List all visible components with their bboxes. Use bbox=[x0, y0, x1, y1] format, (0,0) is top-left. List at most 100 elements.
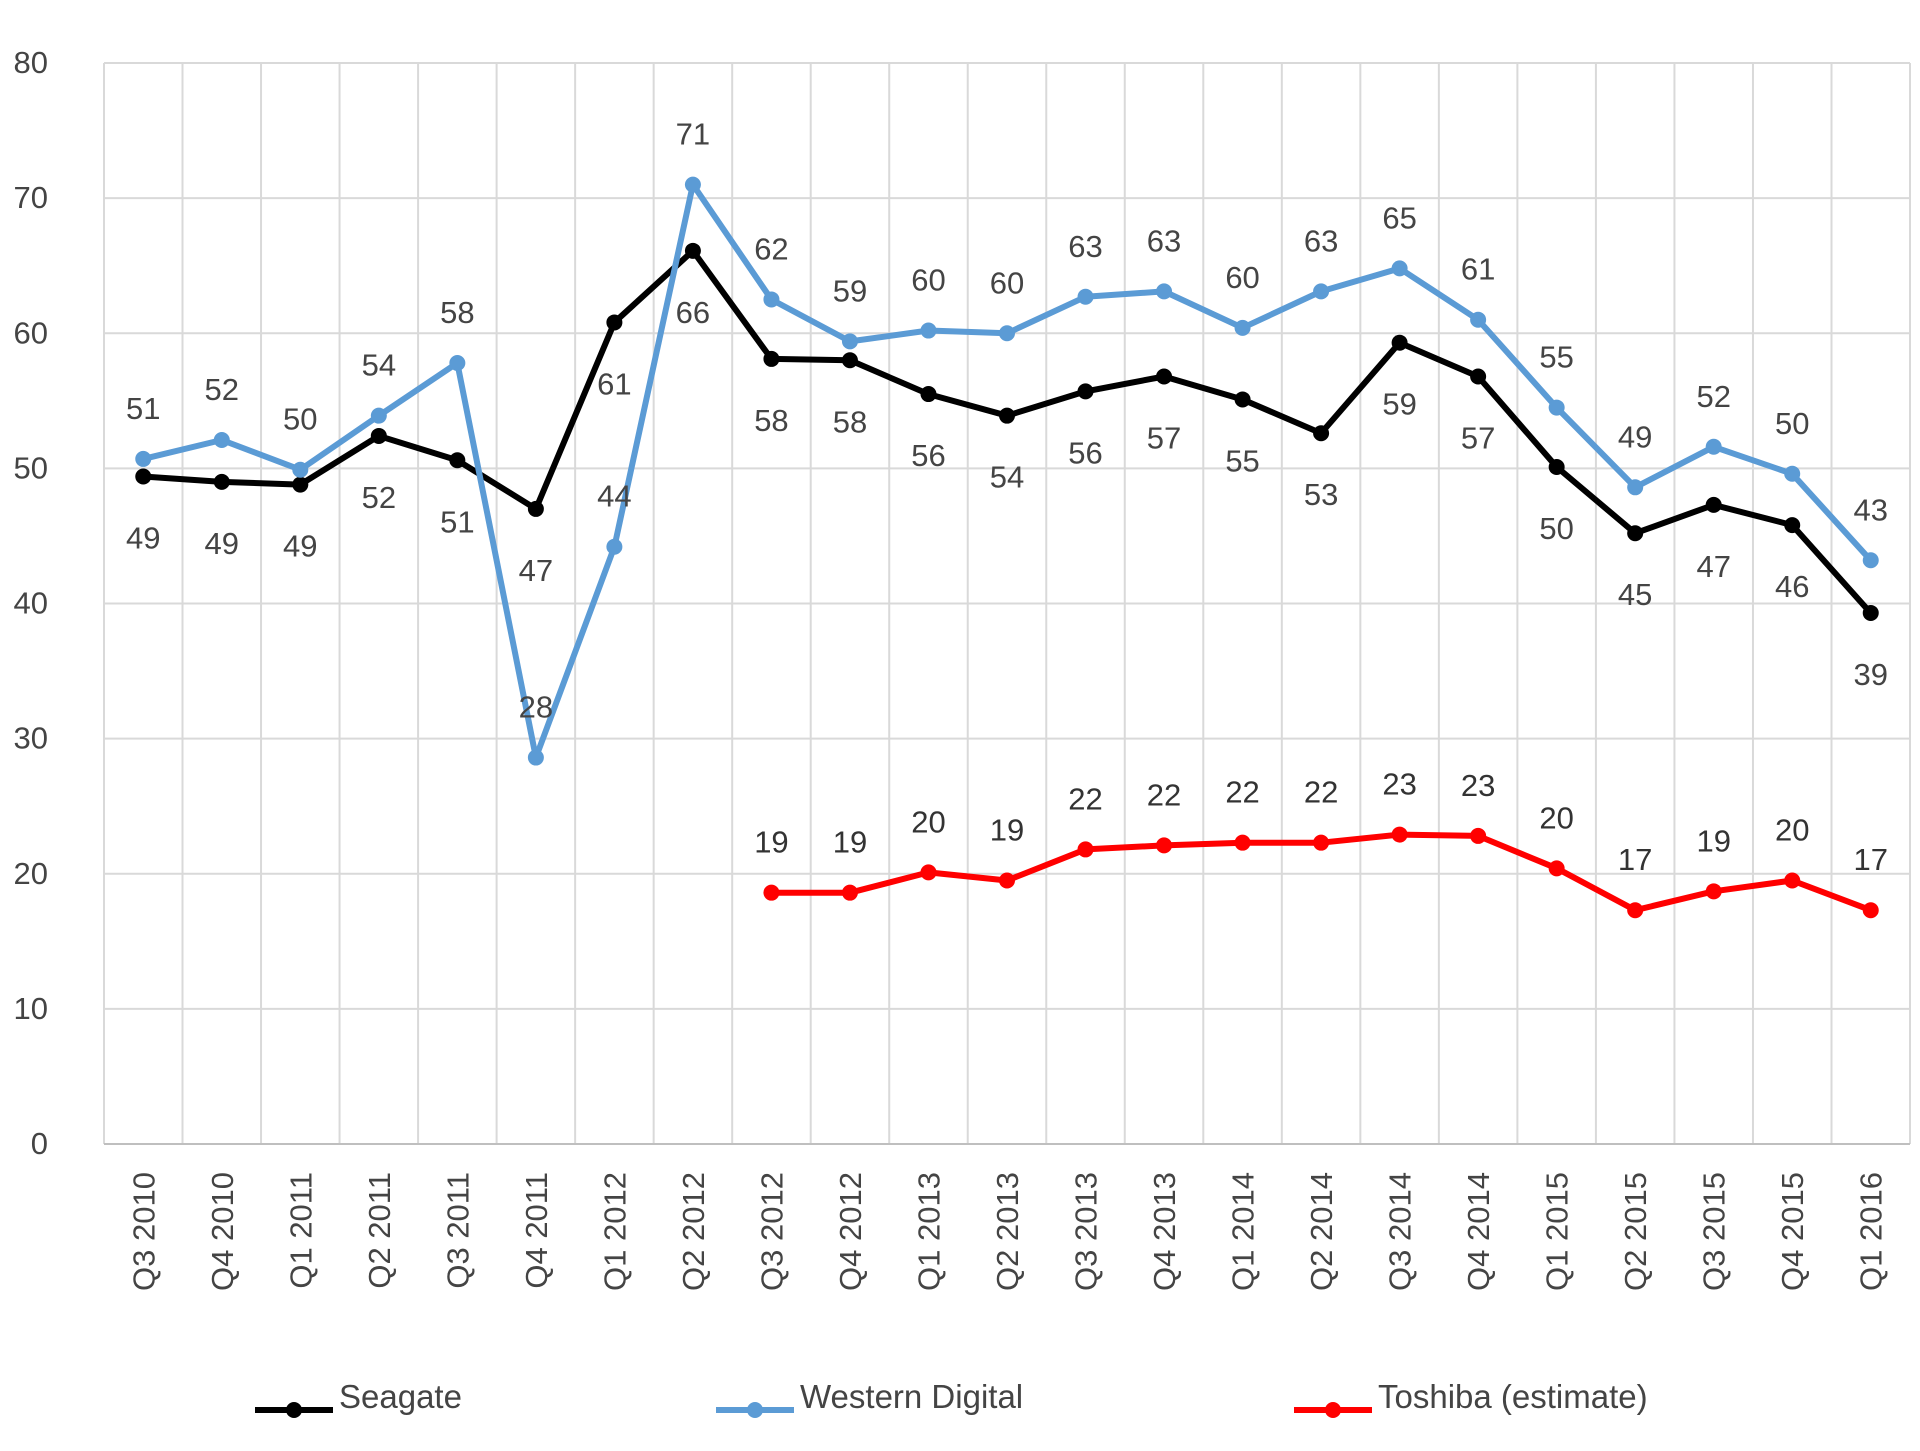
data-label-seagate: 56 bbox=[1068, 435, 1102, 470]
data-label-toshiba-estimate: 17 bbox=[1853, 842, 1887, 877]
point-toshiba-estimate-q3-2015 bbox=[1705, 883, 1722, 900]
y-tick-label: 60 bbox=[14, 315, 48, 350]
legend-marker-toshiba-estimate bbox=[1325, 1402, 1341, 1418]
data-label-seagate: 50 bbox=[1539, 511, 1573, 546]
data-label-western-digital: 55 bbox=[1539, 340, 1573, 375]
point-seagate-q3-2015 bbox=[1705, 496, 1722, 513]
data-label-toshiba-estimate: 19 bbox=[990, 813, 1024, 848]
point-seagate-q2-2014 bbox=[1313, 425, 1330, 442]
data-label-western-digital: 63 bbox=[1304, 223, 1338, 258]
point-seagate-q3-2010 bbox=[135, 468, 152, 485]
data-label-seagate: 47 bbox=[519, 553, 553, 588]
y-tick-label: 0 bbox=[31, 1126, 48, 1161]
point-western-digital-q1-2012 bbox=[606, 538, 623, 555]
point-seagate-q1-2014 bbox=[1234, 391, 1251, 408]
gridlines bbox=[103, 62, 1911, 1145]
data-label-seagate: 57 bbox=[1461, 420, 1495, 455]
data-label-western-digital: 52 bbox=[1696, 379, 1730, 414]
data-label-seagate: 58 bbox=[754, 403, 788, 438]
x-tick-label: Q2 2014 bbox=[1304, 1172, 1339, 1291]
data-label-seagate: 46 bbox=[1775, 569, 1809, 604]
legend-label-seagate: Seagate bbox=[339, 1378, 462, 1415]
x-tick-label: Q1 2012 bbox=[597, 1172, 632, 1291]
point-western-digital-q1-2013 bbox=[920, 322, 937, 339]
point-seagate-q1-2013 bbox=[920, 386, 937, 403]
data-label-western-digital: 58 bbox=[440, 295, 474, 330]
point-western-digital-q2-2015 bbox=[1627, 479, 1644, 496]
x-tick-label: Q4 2012 bbox=[833, 1172, 868, 1291]
x-tick-label: Q1 2015 bbox=[1540, 1172, 1575, 1291]
data-label-western-digital: 61 bbox=[1461, 252, 1495, 287]
data-label-seagate: 47 bbox=[1696, 549, 1730, 584]
data-label-seagate: 49 bbox=[283, 529, 317, 564]
point-seagate-q4-2013 bbox=[1156, 368, 1173, 385]
y-tick-label: 70 bbox=[14, 180, 48, 215]
legend-marker-western-digital bbox=[747, 1402, 763, 1418]
point-seagate-q4-2010 bbox=[213, 473, 230, 490]
point-seagate-q4-2014 bbox=[1470, 368, 1487, 385]
y-tick-label: 40 bbox=[14, 586, 48, 621]
data-label-seagate: 58 bbox=[833, 404, 867, 439]
point-seagate-q1-2016 bbox=[1862, 604, 1879, 621]
point-seagate-q3-2014 bbox=[1391, 334, 1408, 351]
point-toshiba-estimate-q4-2015 bbox=[1784, 872, 1801, 889]
y-tick-label: 80 bbox=[14, 45, 48, 80]
data-label-western-digital: 62 bbox=[754, 231, 788, 266]
data-label-toshiba-estimate: 23 bbox=[1382, 767, 1416, 802]
data-label-toshiba-estimate: 19 bbox=[833, 825, 867, 860]
x-tick-label: Q3 2010 bbox=[126, 1172, 161, 1291]
y-tick-label: 30 bbox=[14, 721, 48, 756]
data-label-western-digital: 50 bbox=[1775, 406, 1809, 441]
x-tick-label: Q2 2013 bbox=[990, 1172, 1025, 1291]
x-tick-label: Q4 2014 bbox=[1461, 1172, 1496, 1291]
point-toshiba-estimate-q2-2013 bbox=[999, 872, 1015, 889]
point-western-digital-q4-2012 bbox=[841, 333, 858, 350]
y-tick-label: 20 bbox=[14, 856, 48, 891]
data-label-western-digital: 49 bbox=[1618, 419, 1652, 454]
data-label-western-digital: 63 bbox=[1068, 229, 1102, 264]
point-western-digital-q1-2014 bbox=[1234, 319, 1251, 336]
point-seagate-q3-2012 bbox=[763, 350, 780, 367]
point-seagate-q1-2015 bbox=[1548, 459, 1565, 476]
point-toshiba-estimate-q1-2013 bbox=[920, 864, 937, 881]
point-toshiba-estimate-q4-2013 bbox=[1156, 837, 1173, 854]
point-toshiba-estimate-q4-2014 bbox=[1470, 827, 1487, 844]
data-label-western-digital: 54 bbox=[362, 348, 396, 383]
x-tick-label: Q1 2014 bbox=[1226, 1172, 1261, 1291]
x-tick-label: Q3 2015 bbox=[1697, 1172, 1732, 1291]
x-tick-label: Q2 2015 bbox=[1618, 1172, 1653, 1291]
point-toshiba-estimate-q2-2014 bbox=[1313, 834, 1330, 851]
x-tick-label: Q4 2013 bbox=[1147, 1172, 1182, 1291]
point-western-digital-q3-2014 bbox=[1391, 260, 1408, 277]
data-label-western-digital: 28 bbox=[519, 690, 553, 725]
data-label-seagate: 61 bbox=[597, 366, 631, 401]
data-label-seagate: 55 bbox=[1225, 443, 1259, 478]
data-label-toshiba-estimate: 20 bbox=[1775, 813, 1809, 848]
point-western-digital-q3-2013 bbox=[1077, 288, 1094, 305]
point-toshiba-estimate-q4-2012 bbox=[841, 884, 858, 901]
point-toshiba-estimate-q3-2012 bbox=[763, 884, 780, 901]
point-seagate-q2-2012 bbox=[684, 242, 701, 259]
legend-label-toshiba-estimate: Toshiba (estimate) bbox=[1378, 1378, 1648, 1415]
data-label-toshiba-estimate: 22 bbox=[1068, 781, 1102, 816]
point-seagate-q3-2013 bbox=[1077, 383, 1094, 400]
data-label-seagate: 54 bbox=[990, 460, 1024, 495]
data-label-western-digital: 71 bbox=[676, 117, 710, 152]
data-label-seagate: 51 bbox=[440, 504, 474, 539]
point-western-digital-q3-2012 bbox=[763, 291, 780, 308]
point-western-digital-q4-2011 bbox=[527, 749, 544, 766]
point-seagate-q1-2012 bbox=[606, 314, 623, 331]
data-label-seagate: 53 bbox=[1304, 477, 1338, 512]
point-seagate-q4-2012 bbox=[841, 352, 858, 369]
data-label-western-digital: 63 bbox=[1147, 223, 1181, 258]
data-label-western-digital: 51 bbox=[126, 391, 160, 426]
data-label-seagate: 66 bbox=[676, 295, 710, 330]
data-label-toshiba-estimate: 23 bbox=[1461, 768, 1495, 803]
data-label-western-digital: 60 bbox=[1225, 260, 1259, 295]
point-seagate-q2-2013 bbox=[999, 407, 1015, 424]
point-western-digital-q2-2013 bbox=[999, 325, 1015, 342]
x-tick-label: Q3 2012 bbox=[754, 1172, 789, 1291]
point-western-digital-q1-2016 bbox=[1862, 552, 1879, 569]
data-label-seagate: 39 bbox=[1853, 657, 1887, 692]
series-seagate bbox=[135, 242, 1879, 621]
